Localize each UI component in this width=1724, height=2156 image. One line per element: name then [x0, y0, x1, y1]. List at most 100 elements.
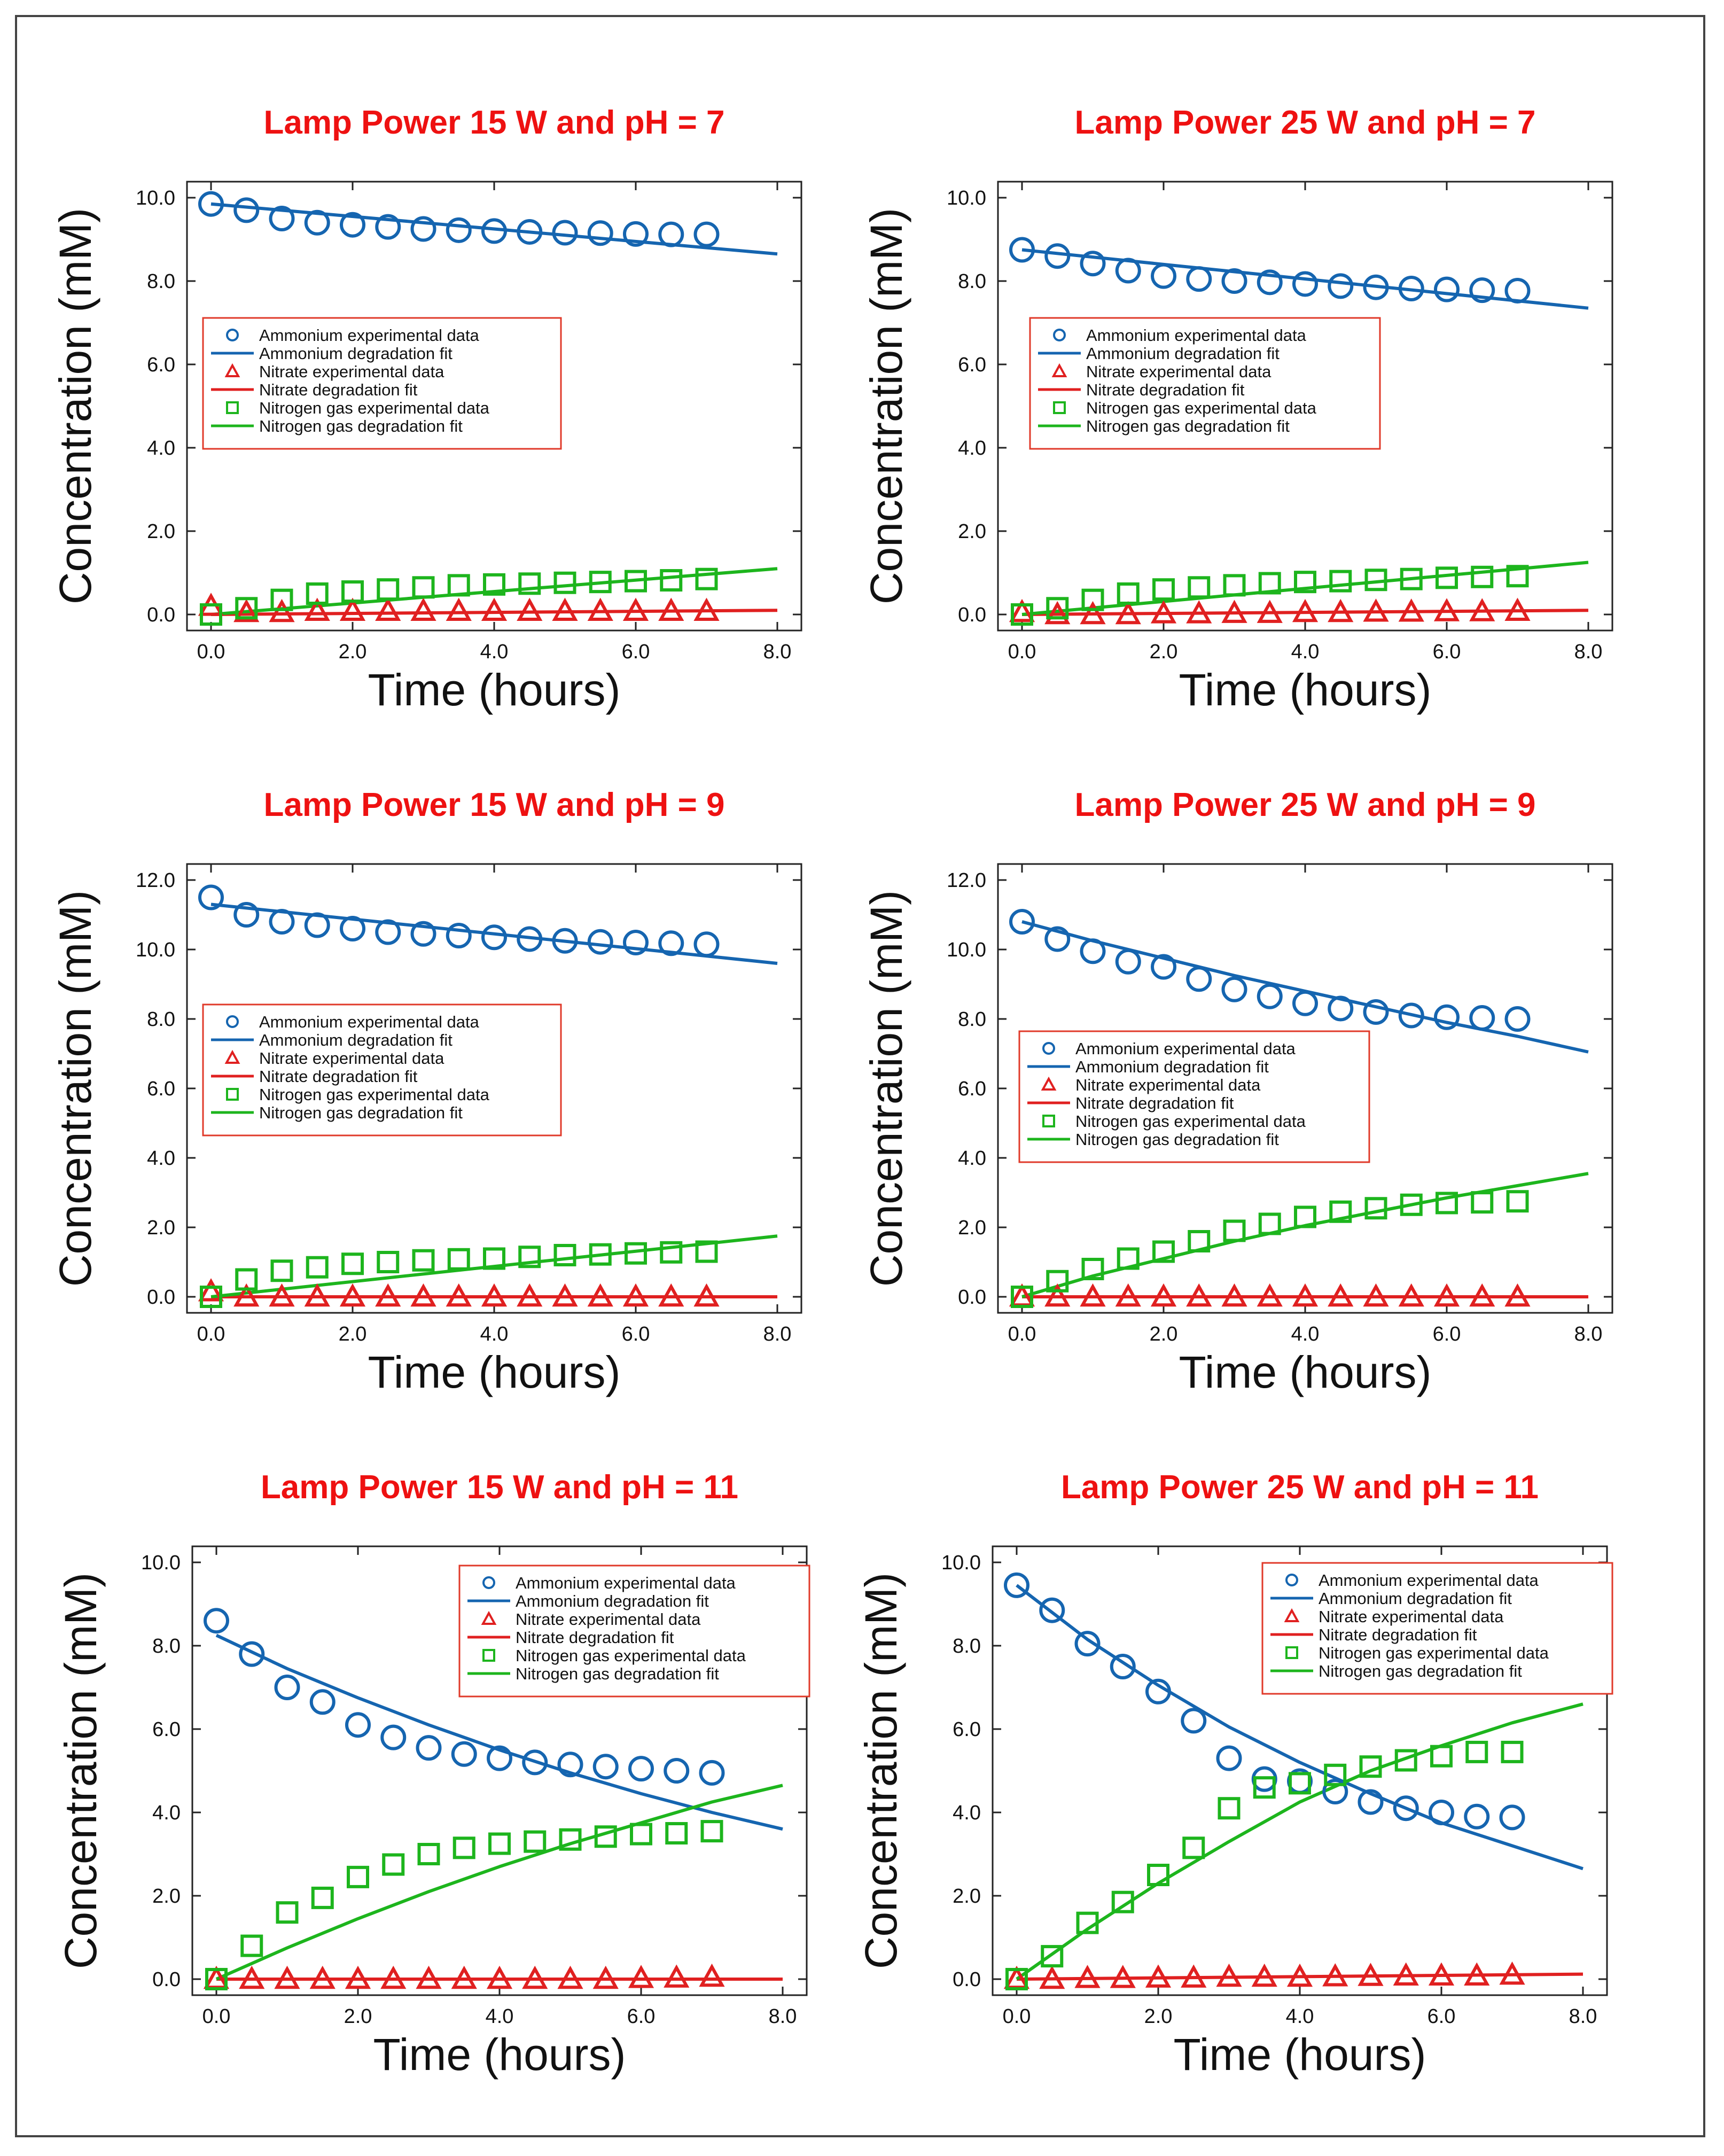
nitrate-data-point [1428, 1962, 1455, 1986]
nitrate-data-point [522, 1965, 548, 1989]
x-tick-label: 0.0 [197, 1323, 225, 1345]
legend-label: Ammonium experimental data [259, 1013, 480, 1031]
nitrate-data-point [1504, 1283, 1531, 1307]
nitrate-data-point [198, 1278, 224, 1302]
legend-triangle-swatch [224, 1049, 240, 1064]
nitrogen-data-point [1471, 1191, 1494, 1214]
legend-circle-swatch [226, 329, 239, 341]
nitrogen-gas-degradation-fit-line [1021, 561, 1589, 616]
ammonium-data-point [198, 884, 224, 910]
chart-panel-2: Lamp Power 25 W and pH = 7 0.0 2.0 4.0 6.0 8.… [861, 104, 1613, 715]
nitrate-experimental-data-series [1009, 597, 1531, 625]
ammonium-data-point [380, 1724, 407, 1750]
ammonium-data-point [522, 1749, 548, 1776]
nitrate-data-point [1328, 1283, 1354, 1307]
nitrate-data-point [481, 1283, 508, 1307]
nitrate-data-point [1393, 1962, 1419, 1986]
ammonium-data-point [587, 220, 613, 246]
nitrogen-data-point [1188, 576, 1211, 599]
nitrogen-data-point [270, 1259, 293, 1282]
nitrate-data-point [622, 1283, 649, 1307]
legend-label: Nitrogen gas experimental data [1075, 1112, 1306, 1131]
legend-label: Nitrate degradation fit [259, 380, 418, 399]
nitrate-data-point [416, 1965, 442, 1989]
ammonium-data-point [1393, 1795, 1419, 1822]
nitrate-data-point [309, 1965, 336, 1989]
chart-panel-1: Lamp Power 15 W and pH = 7 0.0 2.0 4.0 6.0 8.… [50, 104, 802, 715]
ammonium-data-point [1186, 266, 1212, 292]
x-tick-label: 2.0 [339, 1323, 367, 1345]
y-tick-label: 4.0 [958, 437, 986, 460]
nitrate-data-point [1150, 1283, 1177, 1307]
ammonium-data-point [1398, 1002, 1424, 1029]
nitrate-data-point [1464, 1962, 1490, 1986]
ammonium-data-point [699, 1760, 725, 1786]
ammonium-data-point [345, 1712, 371, 1738]
ammonium-data-point [274, 1675, 300, 1700]
legend-box [1029, 317, 1381, 450]
chart-panel-4: Lamp Power 25 W and pH = 9 0.0 2.0 4.0 6.0 8.… [861, 787, 1613, 1397]
nitrate-data-point [1292, 598, 1319, 622]
x-tick-label: 8.0 [763, 641, 792, 663]
nitrogen-data-point [1117, 582, 1140, 605]
legend-label: Ammonium degradation fit [1075, 1057, 1269, 1076]
panels: Lamp Power 15 W and pH = 7 0.0 2.0 4.0 6.0 8.… [50, 104, 1613, 2080]
nitrogen-data-point [1506, 1190, 1529, 1213]
x-tick-label: 2.0 [1150, 1323, 1178, 1345]
ammonium-data-point [1434, 1004, 1460, 1030]
y-tick-label: 8.0 [953, 1635, 981, 1657]
nitrogen-data-point [417, 1843, 440, 1865]
ammonium-degradation-fit-line [1016, 1584, 1583, 1871]
nitrate-data-point [1080, 1283, 1106, 1307]
nitrogen-gas-degradation-fit-line [1016, 1702, 1583, 1981]
y-tick-label: 2.0 [953, 1885, 981, 1908]
ammonium-data-point [1145, 1678, 1171, 1704]
ammonium-data-point [1398, 276, 1424, 302]
x-tick-label: 6.0 [1427, 2005, 1456, 2028]
ammonium-data-point [1216, 1745, 1242, 1771]
legend-label: Nitrate experimental data [1075, 1076, 1261, 1094]
ammonium-data-point [693, 931, 720, 958]
nitrate-data-point [1469, 598, 1495, 621]
nitrate-data-point [380, 1965, 407, 1989]
nitrogen-data-point [1223, 574, 1246, 597]
y-tick-label: 6.0 [152, 1718, 181, 1741]
ammonium-data-point [1328, 995, 1354, 1022]
nitrate-data-point [664, 1964, 690, 1988]
y-axis-label: Concentration (mM) [50, 208, 100, 604]
nitrogen-gas-degradation-fit-line [210, 567, 778, 616]
nitrate-data-point [1363, 598, 1389, 622]
x-tick-label: 4.0 [486, 2005, 514, 2028]
nitrate-data-point [1398, 1283, 1424, 1307]
ammonium-data-point [204, 1608, 229, 1634]
nitrate-data-point [699, 1963, 725, 1987]
y-tick-label: 6.0 [958, 1078, 986, 1100]
legend-square-swatch [482, 1649, 495, 1662]
nitrogen-gas-degradation-fit-line [210, 1234, 778, 1298]
ammonium-data-point [1151, 263, 1176, 289]
nitrogen-data-point [695, 567, 718, 590]
ammonium-data-point [375, 214, 401, 240]
nitrate-data-point [1009, 598, 1035, 622]
legend-label: Ammonium degradation fit [259, 344, 453, 363]
nitrogen-data-point [1253, 1776, 1276, 1799]
nitrate-data-point [1216, 1963, 1242, 1987]
y-tick-label: 12.0 [947, 869, 986, 892]
x-tick-label: 8.0 [1574, 1323, 1603, 1345]
nitrogen-data-point [377, 578, 400, 601]
nitrate-data-point [1044, 1283, 1071, 1307]
nitrate-degradation-fit-line [210, 609, 778, 616]
nitrogen-data-point [1218, 1797, 1241, 1820]
y-tick-label: 10.0 [136, 939, 175, 961]
ammonium-data-point [1080, 938, 1106, 964]
nitrogen-data-point [1400, 1193, 1423, 1216]
y-tick-label: 6.0 [958, 354, 986, 376]
ammonium-data-point [1257, 269, 1283, 295]
legend-label: Nitrogen gas degradation fit [1075, 1130, 1279, 1149]
nitrogen-data-point [589, 1243, 612, 1266]
ammonium-data-point [557, 1752, 583, 1778]
ammonium-data-point [1181, 1708, 1207, 1734]
ammonium-data-point [1044, 243, 1071, 269]
